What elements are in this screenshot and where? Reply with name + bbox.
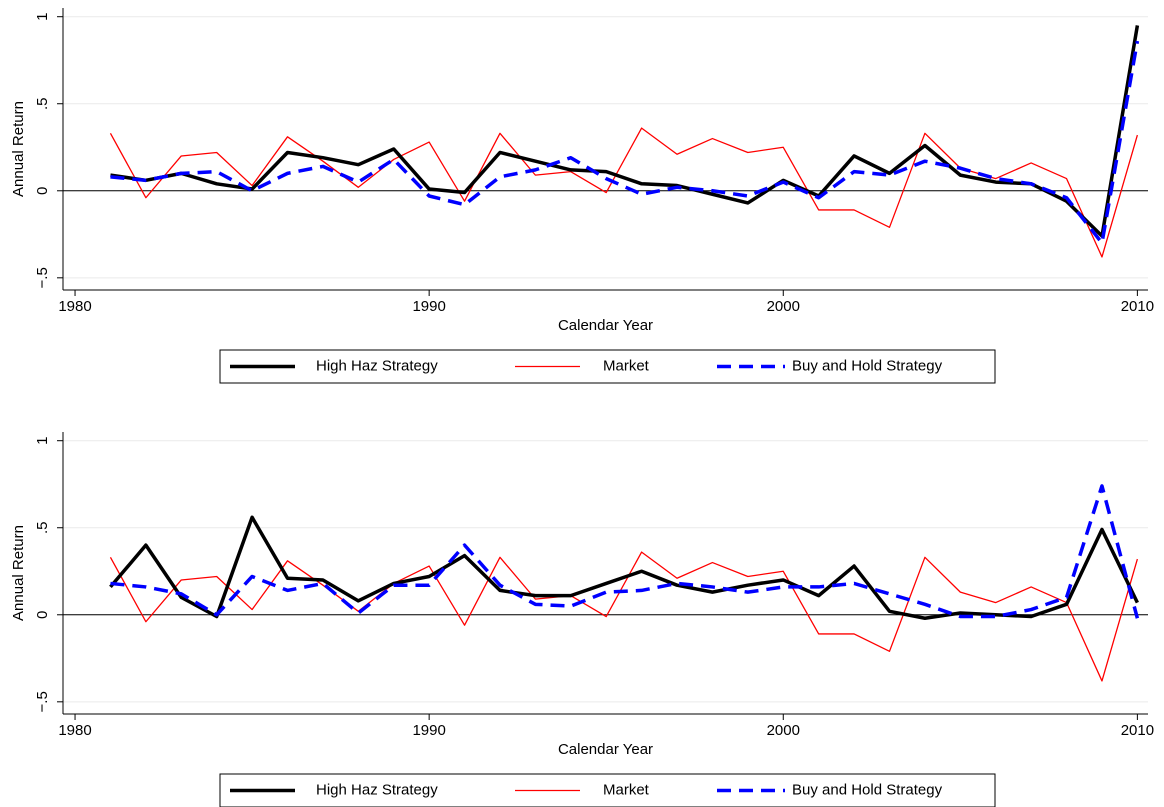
legend-label: High Haz Strategy bbox=[316, 781, 438, 798]
legend-box bbox=[219, 349, 996, 384]
y-tick-label: −.5 bbox=[34, 267, 51, 288]
legend: High Haz Strategy Market Buy and Hold Stra… bbox=[219, 773, 996, 807]
series-line bbox=[110, 40, 1140, 245]
series-line bbox=[109, 127, 1139, 258]
legend: High Haz Strategy Market Buy and Hold Stra… bbox=[219, 349, 996, 384]
x-tick-label: 2010 bbox=[1121, 722, 1154, 739]
y-tick-label: .5 bbox=[34, 521, 51, 534]
x-tick-label: 1980 bbox=[58, 722, 91, 739]
y-tick-label: 1 bbox=[34, 437, 51, 445]
x-tick-label: 2000 bbox=[767, 722, 800, 739]
x-axis-title: Calendar Year bbox=[558, 317, 653, 334]
series-line bbox=[110, 25, 1140, 238]
x-tick-label: 1980 bbox=[58, 298, 91, 315]
y-tick-label: 1 bbox=[34, 13, 51, 21]
panel: −.5 0 .5 1 1980 1990 2000 2010 Calendar Year Annu… bbox=[10, 8, 1154, 334]
series-line bbox=[109, 515, 1139, 621]
x-tick-label: 1990 bbox=[412, 298, 445, 315]
y-tick-label: 0 bbox=[34, 611, 51, 619]
series-line bbox=[110, 484, 1140, 619]
legend-label: Market bbox=[603, 781, 650, 798]
y-axis-title: Annual Return bbox=[10, 101, 27, 197]
y-axis-title: Annual Return bbox=[10, 525, 27, 621]
panel: −.5 0 .5 1 1980 1990 2000 2010 Calendar Year Annu… bbox=[10, 432, 1154, 758]
x-axis-title: Calendar Year bbox=[558, 741, 653, 758]
x-tick-label: 2000 bbox=[767, 298, 800, 315]
legend-box bbox=[219, 773, 996, 807]
legend-label: High Haz Strategy bbox=[316, 357, 438, 374]
y-tick-label: .5 bbox=[34, 97, 51, 110]
x-tick-label: 2010 bbox=[1121, 298, 1154, 315]
legend-label: Buy and Hold Strategy bbox=[792, 357, 943, 374]
x-tick-label: 1990 bbox=[412, 722, 445, 739]
y-tick-label: 0 bbox=[34, 187, 51, 195]
legend-label: Buy and Hold Strategy bbox=[792, 781, 943, 798]
legend-label: Market bbox=[603, 357, 650, 374]
y-tick-label: −.5 bbox=[34, 691, 51, 712]
